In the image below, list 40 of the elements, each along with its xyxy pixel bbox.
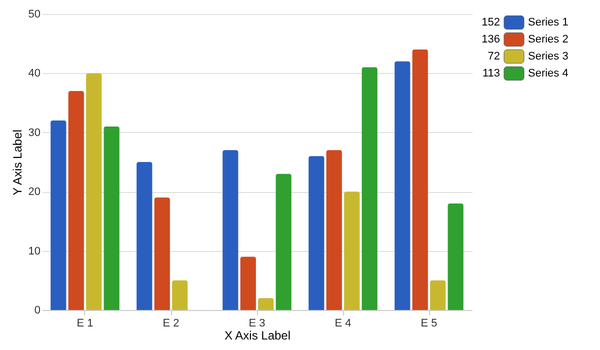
x-tick-label: E 1 <box>76 318 94 330</box>
x-axis-title: X Axis Label <box>224 328 291 342</box>
bar <box>86 73 102 310</box>
y-tick-label: 10 <box>28 245 40 258</box>
bar <box>344 192 360 310</box>
y-tick-label: 40 <box>28 68 40 80</box>
bar <box>448 203 464 310</box>
legend-label: Series 2 <box>528 34 568 46</box>
y-tick-label: 30 <box>28 126 40 139</box>
bar <box>258 298 274 310</box>
y-tick-label: 20 <box>28 186 40 198</box>
bar <box>104 126 120 310</box>
bar <box>240 256 256 310</box>
bar <box>276 174 292 310</box>
x-tick-label: E 5 <box>420 318 438 330</box>
bar <box>308 156 324 310</box>
x-tick-label: E 3 <box>248 318 266 330</box>
text: 113 <box>482 68 500 80</box>
bar <box>412 50 428 310</box>
text: 72 <box>488 50 500 62</box>
bar <box>172 280 188 310</box>
bar <box>326 150 342 310</box>
bar <box>68 90 84 310</box>
y-tick-label: 50 <box>28 8 40 20</box>
x-tick-label: E 2 <box>162 318 180 330</box>
y-axis-title: Y Axis Label <box>10 130 24 196</box>
legend-label: Series 3 <box>528 50 568 62</box>
bar <box>50 120 66 310</box>
legend-label: Series 4 <box>528 68 568 80</box>
bar <box>430 280 446 310</box>
bar <box>394 61 410 310</box>
text: 152 <box>482 16 500 28</box>
bar <box>222 150 238 310</box>
legend-label: Series 1 <box>528 16 568 28</box>
bar <box>362 67 378 310</box>
text: 136 <box>482 34 500 46</box>
y-tick-label: 0 <box>34 304 40 316</box>
bar <box>136 162 152 310</box>
bar <box>154 198 170 310</box>
x-tick-label: E 4 <box>334 318 352 330</box>
